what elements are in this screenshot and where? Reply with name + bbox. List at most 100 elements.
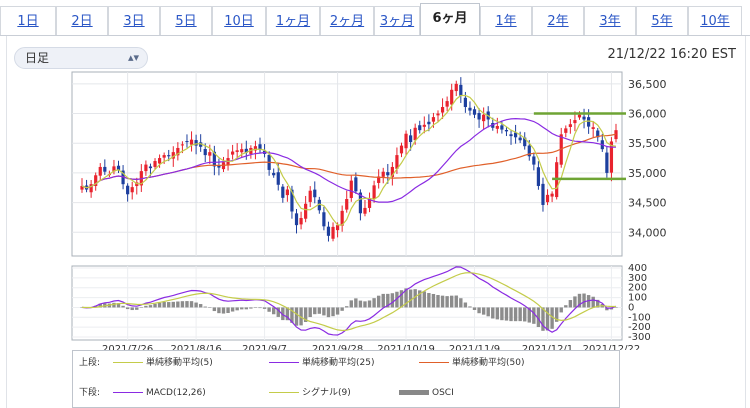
date-tick-label: 2021/10/19 xyxy=(377,344,435,350)
stock-chart: 34,000 34,500 35,000 35,500 36,000 36,500 4003… xyxy=(71,71,667,350)
candle-body xyxy=(404,133,408,149)
candle-body xyxy=(144,164,148,172)
osci-bar xyxy=(358,300,363,308)
tab-4[interactable]: 5日 xyxy=(160,6,212,36)
legend-signal: シグナル(9) xyxy=(269,385,351,401)
legend-osci: OSCI xyxy=(399,385,454,401)
chevron-updown-icon: ▴▾ xyxy=(127,51,139,64)
candle-body xyxy=(399,145,404,154)
sma5-line xyxy=(81,94,617,226)
price-tick-label: 36,000 xyxy=(628,108,667,121)
tab-9[interactable]: 6ヶ月 xyxy=(420,3,480,37)
candle-body xyxy=(504,129,509,132)
legend-sma25-swatch xyxy=(269,362,299,363)
tab-6[interactable]: 1ヶ月 xyxy=(266,6,320,36)
tab-10[interactable]: 1年 xyxy=(480,6,532,36)
candle-body xyxy=(459,84,463,96)
candle-body xyxy=(212,151,216,167)
osci-bar xyxy=(303,307,308,323)
candle-body xyxy=(299,218,303,225)
candle-body xyxy=(372,185,376,199)
candle-body xyxy=(573,120,577,124)
osci-bar xyxy=(212,307,217,312)
macd-tick-label: -100 xyxy=(628,312,651,323)
candle-body xyxy=(199,142,203,147)
tab-1[interactable]: 1日 xyxy=(0,6,56,36)
candle-body xyxy=(577,114,582,118)
osci-bar xyxy=(313,307,317,315)
tab-2[interactable]: 2日 xyxy=(56,6,108,36)
legend-osci-swatch xyxy=(399,390,429,395)
chart-legend: 上段: 単純移動平均(5) 単純移動平均(25) 単純移動平均(50) 下段: … xyxy=(72,350,620,408)
osci-bar xyxy=(208,307,212,308)
candle-body xyxy=(509,134,513,137)
candle-body xyxy=(203,149,207,156)
tab-8[interactable]: 3ヶ月 xyxy=(374,6,420,36)
osci-bar xyxy=(203,306,207,308)
osci-bar xyxy=(226,307,230,314)
osci-bar xyxy=(144,305,148,308)
signal-line xyxy=(81,272,616,332)
osci-bar xyxy=(559,307,563,313)
candle-body xyxy=(335,225,340,231)
osci-bar xyxy=(125,307,130,310)
osci-bar xyxy=(486,307,490,317)
candle-body xyxy=(367,198,372,208)
candle-body xyxy=(564,128,568,133)
range-select[interactable]: 日足 ▴▾ xyxy=(14,47,148,69)
candle-body xyxy=(331,226,335,239)
macd-tick-label: 100 xyxy=(628,293,647,304)
osci-bar xyxy=(276,307,280,317)
osci-bar xyxy=(194,302,198,308)
osci-bar xyxy=(568,300,573,308)
candle-body xyxy=(541,183,545,205)
osci-bar xyxy=(541,307,545,331)
tab-14[interactable]: 10年 xyxy=(688,6,742,36)
tab-12[interactable]: 3年 xyxy=(584,6,636,36)
osci-bar xyxy=(573,296,577,308)
tab-11[interactable]: 2年 xyxy=(532,6,584,36)
tab-3[interactable]: 3日 xyxy=(108,6,160,36)
tab-13[interactable]: 5年 xyxy=(636,6,688,36)
candle-body xyxy=(418,125,422,131)
tab-5[interactable]: 10日 xyxy=(212,6,266,36)
osci-bar xyxy=(536,307,541,328)
candle-body xyxy=(130,187,134,193)
candle-body xyxy=(272,172,276,176)
candle-body xyxy=(427,121,431,125)
candle-body xyxy=(103,166,107,172)
osci-bar xyxy=(459,298,463,308)
candle-body xyxy=(390,166,394,177)
date-tick-label: 2021/11/9 xyxy=(449,344,500,350)
osci-bar xyxy=(98,303,102,308)
osci-bar xyxy=(294,307,299,326)
osci-bar xyxy=(235,307,239,311)
candle-body xyxy=(326,226,331,236)
candle-body xyxy=(98,166,102,176)
osci-bar xyxy=(162,302,166,308)
osci-bar xyxy=(399,290,404,308)
legend-macd: MACD(12,26) xyxy=(113,385,206,401)
candle-body xyxy=(536,167,541,186)
candle-body xyxy=(135,182,139,187)
candle-body xyxy=(495,126,499,129)
tab-7[interactable]: 2ヶ月 xyxy=(320,6,374,36)
candle-body xyxy=(276,172,280,185)
osci-bar xyxy=(431,293,436,308)
candle-body xyxy=(445,101,449,107)
candle-body xyxy=(253,146,258,151)
osci-bar xyxy=(285,307,290,321)
osci-bar xyxy=(240,307,244,310)
osci-bar xyxy=(180,301,185,308)
osci-bar xyxy=(135,307,139,310)
range-select-value: 日足 xyxy=(25,51,50,65)
osci-bar xyxy=(112,302,116,308)
price-tick-label: 35,500 xyxy=(628,137,667,150)
osci-bar xyxy=(518,307,522,322)
osci-bar xyxy=(189,301,194,308)
candle-body xyxy=(596,130,600,138)
date-tick-label: 2021/8/16 xyxy=(170,344,221,350)
price-tick-label: 36,500 xyxy=(628,78,667,91)
osci-bar xyxy=(244,307,249,310)
osci-bar xyxy=(345,306,349,308)
